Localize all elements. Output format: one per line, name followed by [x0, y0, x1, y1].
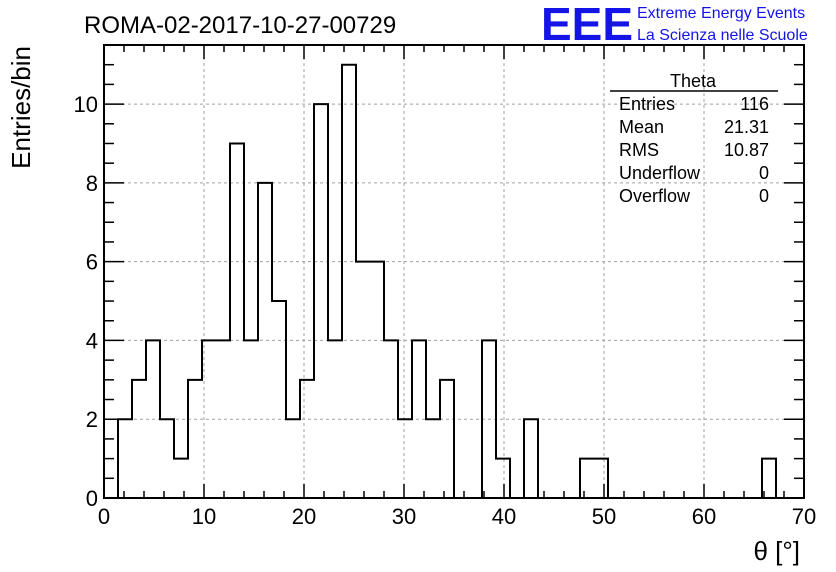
- stats-row-label: Overflow: [619, 186, 691, 206]
- histogram-bin: [188, 380, 202, 498]
- stats-row-label: Underflow: [619, 163, 701, 183]
- x-tick-label: 10: [192, 504, 216, 529]
- eee-logo-mark: EEE: [541, 0, 633, 50]
- y-tick-label: 10: [74, 92, 98, 117]
- eee-logo: EEE Extreme Energy Events La Scienza nel…: [541, 0, 808, 50]
- y-tick-label: 2: [86, 407, 98, 432]
- x-tick-label: 40: [492, 504, 516, 529]
- histogram-bin: [426, 419, 440, 498]
- histogram-bin: [356, 262, 370, 498]
- stats-row-value: 0: [759, 186, 769, 206]
- logo-line-1: Extreme Energy Events: [637, 5, 805, 22]
- histogram-bin: [496, 459, 510, 498]
- histogram-bins: [118, 65, 776, 498]
- histogram-bin: [160, 419, 174, 498]
- histogram-bin: [580, 459, 594, 498]
- stats-row-label: Entries: [619, 94, 675, 114]
- y-axis-label: Entries/bin: [6, 46, 36, 169]
- x-tick-label: 60: [692, 504, 716, 529]
- y-tick-label: 8: [86, 171, 98, 196]
- stats-row-label: RMS: [619, 140, 659, 160]
- stats-box: Theta Entries 116 Mean 21.31 RMS 10.87 Underfl…: [610, 71, 778, 206]
- x-tick-label: 30: [392, 504, 416, 529]
- histogram-bin: [440, 380, 454, 498]
- x-tick-label: 50: [592, 504, 616, 529]
- x-tick-label: 70: [792, 504, 816, 529]
- histogram-outline: [117, 63, 790, 499]
- histogram-bin: [342, 65, 356, 498]
- histogram-bin: [370, 262, 384, 498]
- x-tick-label: 0: [98, 504, 110, 529]
- y-tick-labels: 0 2 4 6 8 10: [74, 92, 98, 511]
- x-tick-labels: 0 10 20 30 40 50 60 70: [98, 504, 816, 529]
- logo-line-2: La Scienza nelle Scuole: [637, 27, 808, 44]
- stats-box-name: Theta: [670, 71, 717, 91]
- x-axis-label: θ [°]: [753, 536, 800, 566]
- stats-row-value: 0: [759, 163, 769, 183]
- x-tick-label: 20: [292, 504, 316, 529]
- stats-row-value: 116: [740, 94, 769, 114]
- stats-row-label: Mean: [619, 117, 664, 137]
- histogram-bin: [398, 419, 412, 498]
- histogram-bin: [230, 143, 244, 498]
- y-tick-label: 6: [86, 250, 98, 275]
- chart-title: ROMA-02-2017-10-27-00729: [84, 12, 396, 39]
- y-tick-label: 0: [86, 486, 98, 511]
- histogram-bin: [300, 380, 314, 498]
- plot-frame: [103, 44, 805, 499]
- histogram-bin: [286, 419, 300, 498]
- histogram-bin: [524, 419, 538, 498]
- histogram-bin: [272, 301, 286, 498]
- histogram-bin: [594, 459, 608, 498]
- plot-area: 0 10 20 30 40 50 60 70 0 2 4 6 8 10: [74, 44, 816, 529]
- histogram-bin: [118, 419, 132, 498]
- histogram-bin: [132, 380, 146, 498]
- histogram-bin: [174, 459, 188, 498]
- y-tick-label: 4: [86, 328, 98, 353]
- stats-row-value: 21.31: [724, 117, 769, 137]
- stats-row-value: 10.87: [724, 140, 769, 160]
- histogram-bin: [314, 104, 328, 498]
